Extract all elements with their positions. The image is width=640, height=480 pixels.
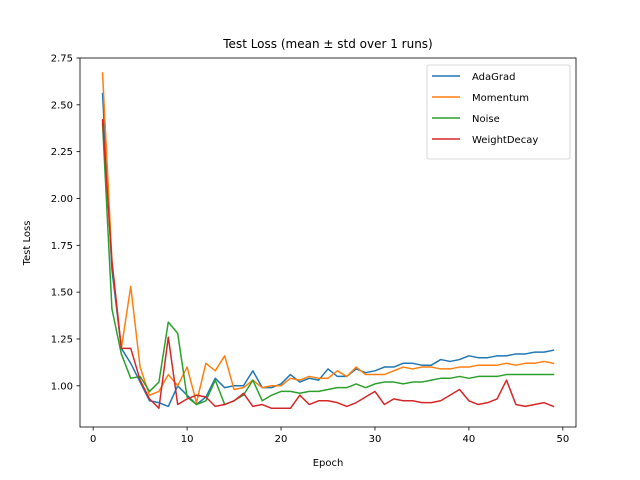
series-layer: [101, 72, 555, 410]
y-tick-label: 1.75: [51, 241, 73, 252]
y-tick-label: 1.50: [51, 288, 73, 299]
series-line-weightdecay: [101, 119, 555, 410]
chart-title: Test Loss (mean ± std over 1 runs): [222, 37, 432, 51]
y-tick-label: 2.50: [51, 100, 73, 111]
x-tick-label: 20: [275, 434, 288, 445]
x-axis: 0 10 20 30 40 50: [90, 427, 569, 445]
x-tick-label: 0: [90, 434, 96, 445]
y-tick-label: 2.75: [51, 54, 73, 65]
x-tick-label: 50: [556, 434, 569, 445]
series-line-momentum: [101, 72, 555, 404]
legend-label-weightdecay: WeightDecay: [472, 135, 538, 146]
y-tick-label: 1.25: [51, 334, 73, 345]
legend-label-adagrad: AdaGrad: [472, 72, 515, 83]
axes-frame: [79, 57, 577, 428]
legend-label-momentum: Momentum: [472, 93, 529, 104]
y-axis: 1.00 1.25 1.50 1.75 2.00 2.25 2.50 2.75: [51, 54, 80, 392]
y-tick-label: 1.00: [51, 381, 73, 392]
x-tick-label: 30: [369, 434, 382, 445]
y-axis-label: Test Loss: [22, 221, 33, 267]
y-tick-label: 2.00: [51, 194, 73, 205]
legend-label-noise: Noise: [472, 114, 500, 125]
x-tick-label: 40: [463, 434, 476, 445]
legend: AdaGrad Momentum Noise WeightDecay: [426, 64, 571, 160]
x-tick-label: 10: [181, 434, 194, 445]
plot-area: [79, 57, 577, 428]
y-tick-label: 2.25: [51, 147, 73, 158]
x-axis-label: Epoch: [313, 458, 344, 469]
series-line-noise: [101, 122, 555, 406]
legend-box: [426, 64, 571, 160]
